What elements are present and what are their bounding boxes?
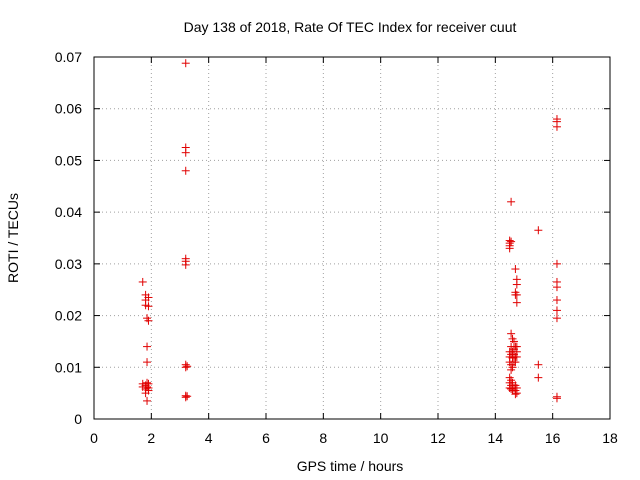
data-point xyxy=(552,314,561,323)
y-tick-label: 0.06 xyxy=(55,101,82,117)
y-tick-label: 0.07 xyxy=(55,49,82,65)
data-point xyxy=(508,363,517,372)
x-tick-label: 16 xyxy=(545,430,561,446)
y-tick-label: 0.01 xyxy=(55,359,82,375)
data-point xyxy=(507,237,516,246)
x-tick-label: 8 xyxy=(319,430,327,446)
y-tick-label: 0.03 xyxy=(55,256,82,272)
x-tick-label: 14 xyxy=(488,430,504,446)
y-tick-label: 0.05 xyxy=(55,152,82,168)
data-point xyxy=(181,260,190,269)
data-point xyxy=(144,386,153,395)
data-point xyxy=(507,329,516,338)
data-point xyxy=(512,280,521,289)
data-points xyxy=(138,59,561,405)
plot-area xyxy=(93,56,611,420)
x-axis-label: GPS time / hours xyxy=(297,458,404,474)
data-point xyxy=(512,352,521,361)
data-point xyxy=(511,358,520,367)
data-point xyxy=(143,396,152,405)
data-point xyxy=(183,392,192,401)
data-point xyxy=(534,360,543,369)
data-point xyxy=(511,390,520,399)
data-point xyxy=(512,290,521,299)
x-tick-label: 18 xyxy=(602,430,618,446)
data-point xyxy=(509,337,518,346)
x-tick-labels: 0 2 4 6 8 10 12 14 16 18 xyxy=(90,430,618,446)
data-point xyxy=(534,373,543,382)
x-tick-label: 6 xyxy=(262,430,270,446)
data-point xyxy=(552,259,561,268)
data-point xyxy=(552,394,561,403)
axis-ticks xyxy=(93,56,611,420)
data-point xyxy=(512,298,521,307)
data-point xyxy=(144,293,153,302)
y-tick-label: 0 xyxy=(74,411,82,427)
x-tick-label: 0 xyxy=(90,430,98,446)
data-point xyxy=(512,389,521,398)
data-point xyxy=(181,166,190,175)
y-tick-label: 0.02 xyxy=(55,308,82,324)
x-tick-label: 12 xyxy=(430,430,446,446)
grid xyxy=(94,57,610,419)
data-point xyxy=(552,283,561,292)
data-point xyxy=(181,59,190,68)
data-point xyxy=(144,302,153,311)
data-point xyxy=(552,122,561,131)
x-tick-label: 2 xyxy=(147,430,155,446)
data-point xyxy=(507,197,516,206)
data-point xyxy=(138,277,147,286)
y-tick-label: 0.04 xyxy=(55,204,82,220)
data-point xyxy=(181,363,190,372)
x-tick-label: 10 xyxy=(373,430,389,446)
data-point xyxy=(181,148,190,157)
data-point xyxy=(552,306,561,315)
data-point xyxy=(143,342,152,351)
data-point xyxy=(552,296,561,305)
x-tick-label: 4 xyxy=(205,430,213,446)
data-point xyxy=(505,244,514,253)
data-point xyxy=(181,393,190,402)
data-point xyxy=(511,265,520,274)
data-point xyxy=(144,316,153,325)
y-axis-label: ROTI / TECUs xyxy=(5,193,21,283)
chart-title: Day 138 of 2018, Rate Of TEC Index for r… xyxy=(184,19,517,35)
y-tick-labels: 0 0.01 0.02 0.03 0.04 0.05 0.06 0.07 xyxy=(55,49,82,427)
data-point xyxy=(534,226,543,235)
data-point xyxy=(143,358,152,367)
data-point xyxy=(183,362,192,371)
